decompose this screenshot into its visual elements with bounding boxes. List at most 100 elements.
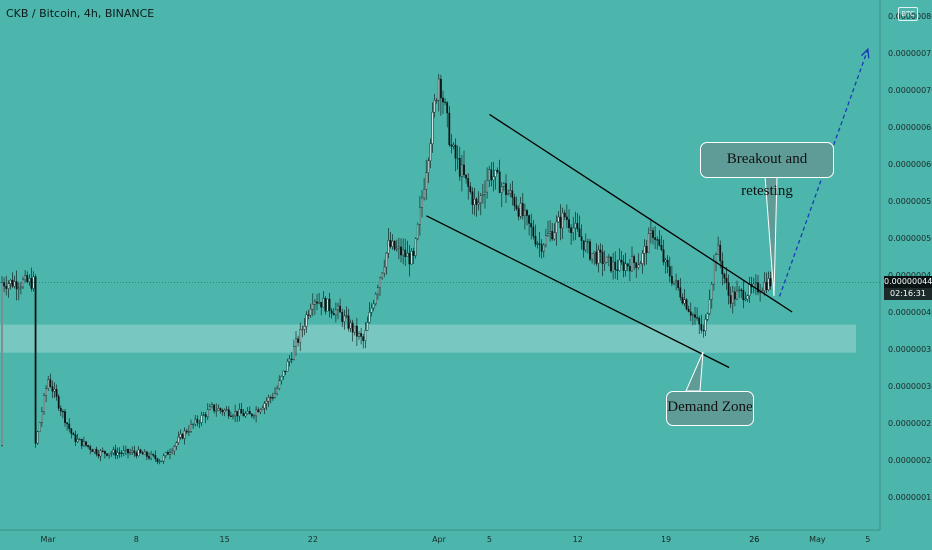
x-tick-label: 22 — [308, 535, 318, 544]
breakout-annotation[interactable]: Breakout and retesting — [700, 142, 834, 199]
candle-body — [557, 216, 560, 223]
candle-body — [164, 452, 167, 457]
candle-body — [629, 265, 631, 272]
candle-body — [599, 249, 602, 253]
candle-body — [547, 233, 549, 236]
candle-body — [133, 450, 136, 454]
candle-body — [744, 298, 747, 301]
candle-body — [710, 283, 713, 300]
candle-body — [591, 253, 594, 260]
candle-body — [414, 238, 417, 256]
candle-body — [223, 409, 226, 413]
candle-body — [211, 404, 213, 407]
candle-body — [482, 194, 484, 196]
candle-body — [353, 325, 356, 333]
candle-body — [488, 169, 491, 181]
candle-body — [389, 240, 392, 247]
candle-body — [173, 446, 176, 452]
candle-body — [387, 240, 390, 254]
candle-body — [89, 446, 92, 450]
candle-body — [429, 143, 432, 161]
x-tick-label: May — [809, 535, 826, 544]
y-tick-label: 0.00000030 — [888, 382, 932, 391]
candle-body — [542, 244, 545, 252]
candle-body — [515, 205, 518, 209]
candle-body — [76, 438, 79, 442]
candle-body — [183, 430, 186, 439]
candle-body — [116, 452, 119, 456]
candle-body — [486, 179, 488, 193]
y-tick-label: 0.00000015 — [888, 493, 932, 502]
candle-body — [708, 299, 711, 314]
candle-body — [393, 240, 396, 250]
candle-body — [248, 411, 251, 415]
candle-body — [307, 314, 310, 316]
candle-body — [208, 406, 211, 410]
candle-body — [225, 409, 228, 411]
candle-body — [570, 227, 573, 234]
candle-body — [660, 245, 663, 250]
candle-body — [280, 376, 283, 381]
candle-body — [748, 284, 751, 296]
candle-body — [166, 452, 169, 455]
candle-body — [301, 329, 304, 331]
projection-arrow-line — [778, 49, 869, 297]
candle-body — [654, 237, 657, 240]
candle-body — [177, 437, 180, 443]
candle-body — [299, 329, 302, 343]
candle-body — [99, 450, 102, 457]
candle-body — [496, 169, 499, 173]
candle-body — [360, 333, 362, 337]
candle-body — [276, 388, 278, 395]
candle-body — [763, 282, 766, 292]
candle-body — [620, 259, 623, 263]
candle-body — [22, 279, 24, 288]
candle-body — [229, 415, 232, 417]
candle-body — [259, 409, 262, 413]
candle-body — [196, 418, 199, 423]
candle-body — [458, 158, 461, 177]
candle-body — [337, 305, 339, 311]
y-tick-label: 0.00000050 — [888, 234, 932, 243]
candle-body — [343, 315, 346, 322]
candle-body — [465, 174, 467, 179]
candle-body — [91, 449, 94, 452]
demand-zone-band — [0, 324, 856, 353]
candle-body — [584, 241, 587, 251]
candle-body — [341, 311, 344, 322]
candle-body — [93, 449, 96, 452]
candle-body — [97, 454, 100, 457]
candle-body — [410, 251, 413, 265]
demand-zone-annotation[interactable]: Demand Zone — [666, 391, 754, 426]
candle-body — [545, 235, 547, 246]
y-tick-label: 0.00000045 — [888, 271, 932, 280]
candle-body — [192, 423, 194, 426]
candle-body — [267, 397, 270, 402]
candle-body — [757, 282, 759, 293]
candle-body — [206, 409, 209, 418]
x-tick-label: 19 — [661, 535, 671, 544]
candle-body — [47, 379, 50, 389]
x-tick-label: 5 — [865, 535, 870, 544]
candle-body — [576, 223, 579, 229]
candle-body — [297, 338, 299, 343]
candle-body — [150, 453, 152, 459]
candle-body — [362, 336, 365, 341]
candle-body — [303, 326, 306, 330]
candle-body — [261, 407, 264, 410]
candle-body — [587, 241, 589, 243]
candle-body — [679, 287, 682, 298]
candle-body — [242, 413, 245, 417]
candle-body — [30, 278, 33, 289]
candle-body — [36, 431, 39, 444]
currency-badge[interactable]: BTC — [898, 7, 918, 21]
channel-lower-line — [426, 215, 730, 369]
candle-body — [118, 452, 121, 454]
y-tick-label: 0.00000055 — [888, 197, 932, 206]
candle-body — [618, 259, 621, 271]
candle-body — [517, 208, 520, 217]
candle-body — [696, 317, 699, 319]
candle-body — [160, 460, 163, 463]
candle-body — [311, 304, 314, 310]
